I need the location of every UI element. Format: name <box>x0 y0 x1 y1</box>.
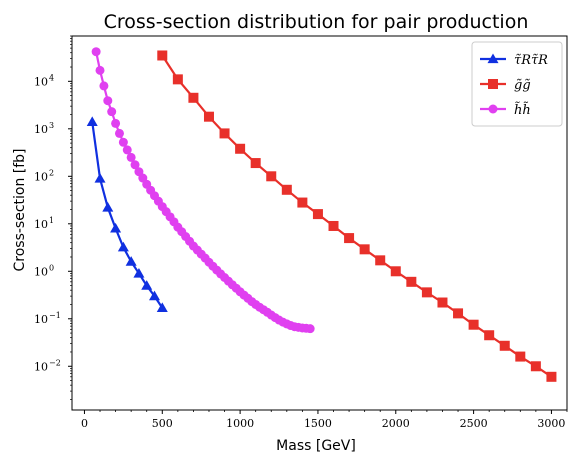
data-point-circle <box>118 137 128 147</box>
data-point-triangle <box>110 222 122 233</box>
data-point-circle <box>95 65 105 75</box>
data-point-triangle <box>94 172 106 183</box>
y-tick-exponent: −1 <box>49 311 61 320</box>
legend-marker-circle <box>488 104 498 114</box>
data-point-square <box>421 287 432 298</box>
data-point-circle <box>103 96 113 106</box>
data-point-square <box>219 128 230 139</box>
legend-label: g̃g̃ <box>514 78 531 93</box>
x-tick-label: 2000 <box>382 417 410 430</box>
y-tick-base: 10 <box>34 265 48 278</box>
y-tick-exponent: 2 <box>49 168 54 177</box>
y-tick-base: 10 <box>34 123 48 136</box>
x-axis-label: Mass [GeV] <box>276 438 356 454</box>
data-point-square <box>515 351 526 362</box>
data-point-triangle <box>86 116 98 126</box>
data-point-square <box>484 330 495 341</box>
x-tick-label: 3000 <box>537 417 565 430</box>
data-point-square <box>344 233 355 244</box>
data-point-square <box>250 158 261 169</box>
y-tick-exponent: 1 <box>49 216 54 225</box>
data-point-circle <box>99 81 109 91</box>
data-point-circle <box>305 324 315 334</box>
data-point-square <box>203 111 214 122</box>
data-point-square <box>312 209 323 220</box>
y-tick-base: 10 <box>34 218 48 231</box>
y-tick-exponent: 4 <box>49 73 54 82</box>
legend-label: τ̃Rτ̃R <box>514 53 548 68</box>
y-tick-label: 10 <box>34 313 48 326</box>
data-point-circle <box>107 107 117 117</box>
y-tick-base: 10 <box>34 170 48 183</box>
chart-title: Cross-section distribution for pair prod… <box>104 11 529 33</box>
data-point-square <box>328 220 339 231</box>
data-point-circle <box>91 47 101 57</box>
legend: τ̃Rτ̃R g̃g̃ h̃h̃ <box>471 41 563 127</box>
data-point-square <box>266 171 277 182</box>
data-point-square <box>530 361 541 372</box>
y-tick-label: 10 <box>34 360 48 373</box>
legend-marker-square <box>488 79 498 89</box>
y-tick-label: 10 <box>34 75 48 88</box>
data-point-square <box>406 276 417 287</box>
data-point-triangle <box>102 202 114 212</box>
series-triangle <box>86 116 168 312</box>
y-tick-label: 10 <box>34 265 48 278</box>
data-point-square <box>359 244 370 255</box>
x-tick-label: 500 <box>152 417 173 430</box>
series-line-triangle <box>91 121 164 309</box>
y-tick-exponent: −2 <box>49 358 61 367</box>
series-circle <box>91 47 315 334</box>
data-point-square <box>235 143 246 154</box>
data-point-triangle <box>149 290 160 301</box>
x-tick-label: 1500 <box>304 417 332 430</box>
data-point-square <box>172 74 183 85</box>
plot-area <box>86 47 557 382</box>
data-point-square <box>453 308 464 319</box>
data-point-square <box>375 255 386 266</box>
data-point-circle <box>126 152 136 162</box>
data-point-square <box>281 184 292 195</box>
plot-frame <box>71 35 568 411</box>
data-point-circle <box>130 160 140 170</box>
y-tick-base: 10 <box>34 75 48 88</box>
data-point-square <box>188 92 199 103</box>
data-point-triangle <box>117 241 129 252</box>
x-tick-label: 2500 <box>460 417 488 430</box>
data-point-circle <box>122 145 132 155</box>
data-point-circle <box>114 128 124 138</box>
x-tick-label: 1000 <box>226 417 254 430</box>
data-point-square <box>468 319 479 330</box>
data-point-square <box>157 50 168 61</box>
legend-label: h̃h̃ <box>514 101 531 118</box>
y-axis-label: Cross-section [fb] <box>12 148 28 271</box>
data-point-square <box>297 197 308 208</box>
data-point-square <box>390 266 401 277</box>
data-point-triangle <box>133 267 145 278</box>
data-point-triangle <box>156 302 168 312</box>
data-point-circle <box>111 118 121 128</box>
data-point-triangle <box>141 280 153 290</box>
data-point-triangle <box>125 256 137 266</box>
series-line-circle <box>95 51 311 330</box>
y-tick-exponent: 0 <box>49 263 54 272</box>
y-tick-label: 10 <box>34 123 48 136</box>
series-square <box>157 50 557 382</box>
data-point-square <box>437 297 448 308</box>
x-tick-label: 0 <box>81 417 88 430</box>
y-tick-label: 10 <box>34 170 48 183</box>
y-tick-label: 10 <box>34 218 48 231</box>
y-tick-base: 10 <box>34 360 48 373</box>
legend-marker-triangle <box>487 53 499 64</box>
data-point-square <box>499 340 510 351</box>
y-tick-base: 10 <box>34 313 48 326</box>
data-point-square <box>546 371 557 382</box>
y-tick-exponent: 3 <box>49 121 54 130</box>
